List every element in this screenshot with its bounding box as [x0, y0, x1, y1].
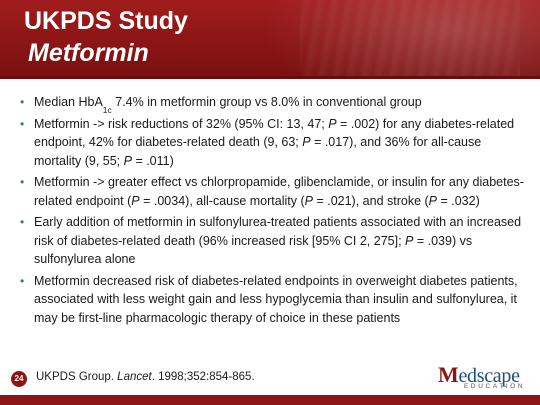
slide-footer: 24 UKPDS Group. Lancet. 1998;352:854-865… [0, 367, 540, 391]
bullet-item: • Metformin -> greater effect vs chlorpro… [18, 173, 530, 210]
italic-text: P [131, 193, 140, 208]
bullet-icon: • [20, 116, 25, 131]
italic-text: P [123, 153, 132, 168]
italic-text: P [302, 135, 311, 149]
subscript-text: 1c [102, 104, 112, 115]
citation-details: . 1998;352:854-865. [151, 371, 255, 383]
banner-texture [300, 0, 520, 76]
logo-initial: M [438, 362, 459, 387]
bullet-icon: • [20, 175, 25, 189]
bullet-list: • Median HbA1c 7.4% in metformin group vs… [18, 93, 530, 327]
bullet-icon: • [20, 215, 25, 229]
slide-subtitle: Metformin [28, 39, 149, 67]
bullet-icon: • [20, 273, 25, 288]
bullet-item: • Early addition of metformin in sulfonyl… [18, 213, 530, 269]
citation-authors: UKPDS Group. [36, 371, 118, 383]
bullet-item: • Metformin decreased risk of diabetes-re… [18, 272, 530, 328]
citation: UKPDS Group. Lancet. 1998;352:854-865. [36, 371, 255, 383]
title-banner: UKPDS Study Metformin [0, 0, 540, 76]
bullet-text: = .039) vs sulfonylurea alone [34, 233, 473, 267]
citation-journal: Lancet [117, 371, 152, 383]
bullet-icon: • [20, 95, 25, 109]
medscape-education-logo: Medscape EDUCATION [438, 362, 530, 392]
italic-text: P [428, 193, 438, 208]
bullet-text: 7.4% in metformin group vs 8.0% in conve… [111, 95, 422, 109]
logo-tagline: EDUCATION [464, 383, 526, 390]
slide-content: • Median HbA1c 7.4% in metformin group vs… [18, 93, 530, 330]
bullet-item: • Median HbA1c 7.4% in metformin group vs… [18, 93, 530, 115]
bullet-text: = .032) [437, 193, 480, 208]
bullet-text: = .021), and stroke ( [312, 193, 429, 208]
italic-text: P [405, 233, 414, 248]
bullet-text: = .002) for any diabetes-related endpoin… [34, 116, 515, 150]
bullet-text: = .017), and 36% for all-cause mortality… [34, 135, 482, 168]
bullet-text: Median HbA [34, 95, 103, 109]
page-number-badge: 24 [11, 371, 27, 387]
bullet-text: = .011) [131, 153, 174, 168]
bottom-accent-bar [0, 395, 540, 405]
bullet-item: • Metformin -> risk reductions of 32% (95… [18, 115, 530, 171]
banner-glow [260, 0, 540, 76]
bullet-text: Metformin -> risk reductions of 32% (95%… [34, 116, 329, 131]
slide-title: UKPDS Study [24, 7, 188, 35]
bullet-text: Metformin decreased risk of diabetes-rel… [34, 273, 518, 325]
banner-divider [0, 76, 540, 79]
logo-word-rest: edscape [458, 365, 520, 387]
bullet-text: Metformin -> greater effect vs chlorprop… [34, 175, 524, 208]
italic-text: P [304, 193, 313, 208]
logo-wordmark: Medscape [438, 362, 520, 388]
italic-text: P [328, 116, 337, 131]
bullet-text: = .0034), all-cause mortality ( [139, 193, 305, 208]
bullet-text: Early addition of metformin in sulfonylu… [34, 215, 522, 248]
